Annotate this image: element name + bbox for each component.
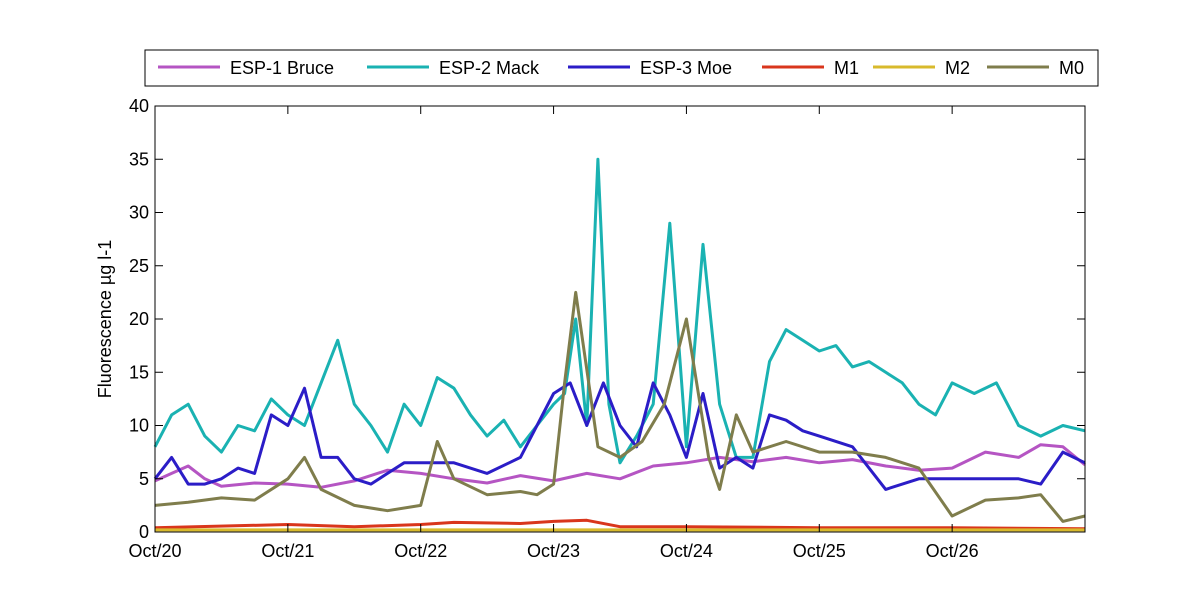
x-tick-label: Oct/24 bbox=[660, 541, 713, 561]
x-tick-label: Oct/21 bbox=[261, 541, 314, 561]
y-axis-label: Fluorescence µg l-1 bbox=[95, 240, 115, 398]
series-line-1 bbox=[153, 157, 1086, 465]
series-line-2 bbox=[153, 381, 1086, 491]
y-tick-label: 15 bbox=[129, 362, 149, 382]
plot-content bbox=[153, 157, 1086, 532]
y-tick-label: 10 bbox=[129, 416, 149, 436]
axes: 0 5 10 15 20 25 30 35 40 Oct/20 Oct/21 Oct/22 Oct/23… bbox=[128, 96, 1085, 561]
series-line-5 bbox=[154, 290, 1086, 523]
y-tick-label: 25 bbox=[129, 256, 149, 276]
series-line-3 bbox=[154, 518, 1086, 531]
series-line-0 bbox=[154, 443, 1086, 489]
legend-label-3: M1 bbox=[834, 58, 859, 78]
legend: ESP-1 Bruce ESP-2 Mack ESP-3 Moe M1 M2 M0 bbox=[144, 49, 1099, 87]
y-tick-label: 20 bbox=[129, 309, 149, 329]
y-tick-label: 5 bbox=[139, 469, 149, 489]
y-tick-label: 0 bbox=[139, 522, 149, 542]
legend-label-5: M0 bbox=[1059, 58, 1084, 78]
x-tick-label: Oct/22 bbox=[394, 541, 447, 561]
x-tick-label: Oct/20 bbox=[128, 541, 181, 561]
y-tick-label: 30 bbox=[129, 203, 149, 223]
legend-label-2: ESP-3 Moe bbox=[640, 58, 732, 78]
y-tick-label: 40 bbox=[129, 96, 149, 116]
legend-label-0: ESP-1 Bruce bbox=[230, 58, 334, 78]
x-tick-label: Oct/23 bbox=[527, 541, 580, 561]
legend-label-1: ESP-2 Mack bbox=[439, 58, 540, 78]
x-tick-label: Oct/26 bbox=[926, 541, 979, 561]
y-tick-label: 35 bbox=[129, 149, 149, 169]
legend-label-4: M2 bbox=[945, 58, 970, 78]
x-tick-label: Oct/25 bbox=[793, 541, 846, 561]
